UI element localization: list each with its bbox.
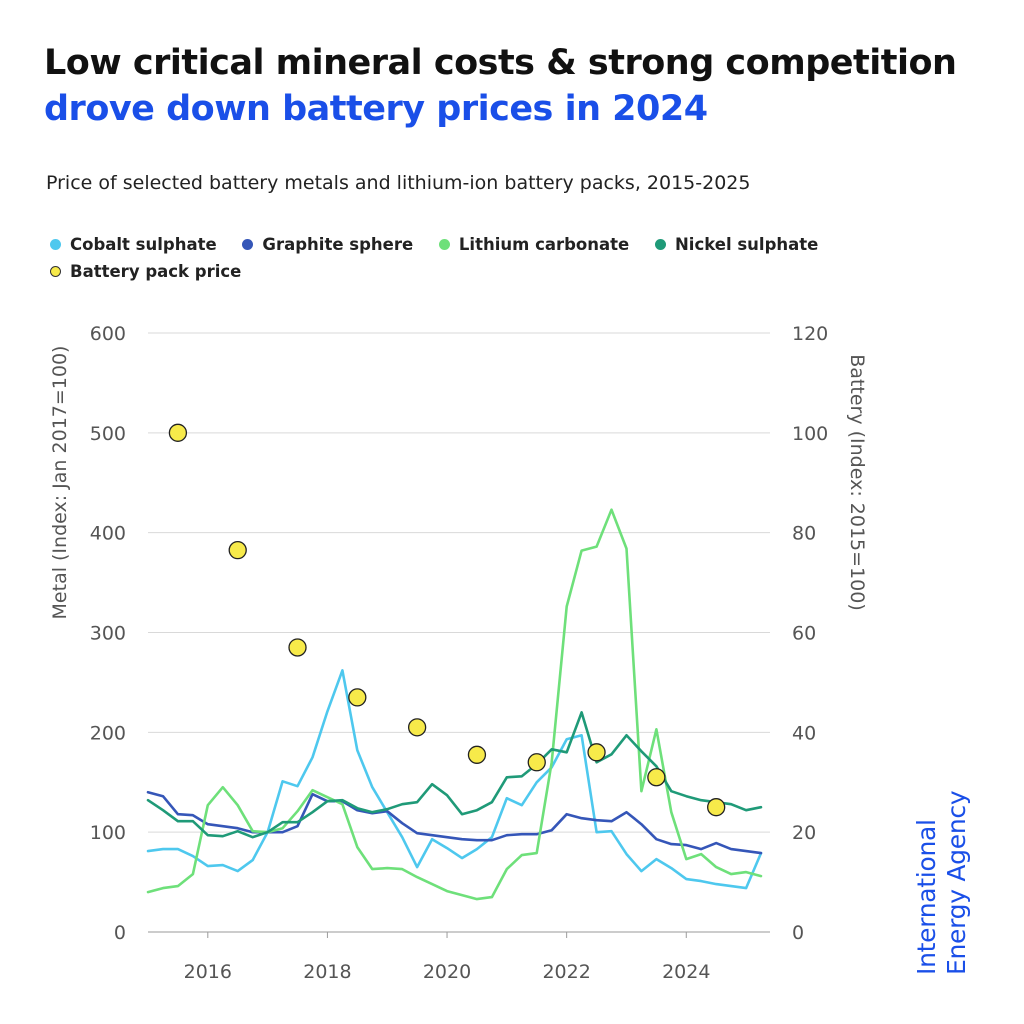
y-axis-title-right: Battery (Index: 2015=100) — [846, 354, 868, 610]
y-tick-label-left: 200 — [90, 722, 126, 744]
battery-point — [228, 540, 247, 560]
legend-swatch-cobalt — [50, 239, 61, 250]
legend-item-battery: Battery pack price — [50, 258, 241, 285]
legend-item-graphite: Graphite sphere — [242, 231, 413, 258]
y-tick-label-left: 100 — [90, 822, 126, 844]
y-tick-label-right: 80 — [792, 523, 816, 545]
x-tick-label: 2018 — [303, 961, 351, 983]
logo-line-1: International — [912, 819, 941, 975]
legend-item-cobalt: Cobalt sulphate — [50, 231, 217, 258]
series-line-cobalt — [146, 669, 763, 890]
x-tick-label: 2020 — [423, 961, 471, 983]
x-tick-label: 2024 — [662, 961, 710, 983]
battery-point — [288, 638, 307, 657]
legend-swatch-battery — [50, 266, 61, 277]
chart-legend: Cobalt sulphate Graphite sphere Lithium … — [50, 231, 950, 285]
battery-point — [407, 718, 427, 737]
y-tick-label-left: 300 — [90, 623, 126, 645]
battery-point — [527, 753, 546, 772]
series-line-nickel — [146, 711, 763, 839]
legend-label-lithium: Lithium carbonate — [458, 235, 630, 254]
y-tick-label-right: 40 — [792, 722, 816, 744]
legend-item-nickel: Nickel sulphate — [654, 231, 819, 258]
title-line-2: drove down battery prices in 2024 — [44, 89, 708, 129]
legend-swatch-graphite — [242, 239, 254, 250]
legend-label-battery: Battery pack price — [70, 262, 242, 281]
y-tick-label-right: 20 — [792, 822, 816, 844]
y-tick-label-left: 500 — [90, 423, 126, 445]
battery-point — [647, 768, 666, 787]
y-tick-label-right: 0 — [792, 922, 804, 944]
battery-point — [168, 423, 188, 442]
grid-lines — [148, 332, 770, 938]
legend-label-graphite: Graphite sphere — [262, 235, 414, 254]
chart-subtitle: Price of selected battery metals and lit… — [46, 172, 751, 194]
title-line-1: Low critical mineral costs & strong comp… — [44, 43, 957, 83]
logo-line-2: Energy Agency — [942, 790, 971, 975]
legend-swatch-lithium — [438, 239, 450, 250]
y-tick-label-left: 0 — [114, 922, 126, 944]
legend-swatch-nickel — [654, 239, 666, 250]
axis-labels: 0 100 200 300 400 500 600 0 20 40 60 80 100 120 2016 20… — [49, 323, 868, 983]
legend-item-lithium: Lithium carbonate — [438, 231, 630, 258]
legend-label-cobalt: Cobalt sulphate — [70, 235, 217, 254]
series-line-lithium — [146, 508, 763, 901]
y-tick-label-right: 60 — [792, 623, 816, 645]
battery-point — [587, 743, 606, 762]
chart-title: Low critical mineral costs & strong comp… — [44, 40, 957, 132]
y-tick-label-right: 120 — [792, 323, 828, 345]
series-line-graphite — [146, 790, 763, 855]
legend-label-nickel: Nickel sulphate — [674, 235, 819, 254]
iea-logo: International Energy Agency — [912, 791, 972, 975]
x-tick-label: 2016 — [184, 961, 232, 983]
battery-point — [707, 798, 726, 817]
y-tick-label-right: 100 — [792, 423, 828, 445]
battery-point — [348, 688, 367, 707]
battery-markers — [168, 423, 726, 817]
series-lines — [146, 508, 763, 901]
y-axis-title-left: Metal (Index: Jan 2017=100) — [49, 346, 71, 620]
x-tick-label: 2022 — [542, 961, 590, 983]
battery-point — [467, 745, 487, 764]
y-tick-label-left: 400 — [90, 523, 126, 545]
y-tick-label-left: 600 — [90, 323, 126, 345]
